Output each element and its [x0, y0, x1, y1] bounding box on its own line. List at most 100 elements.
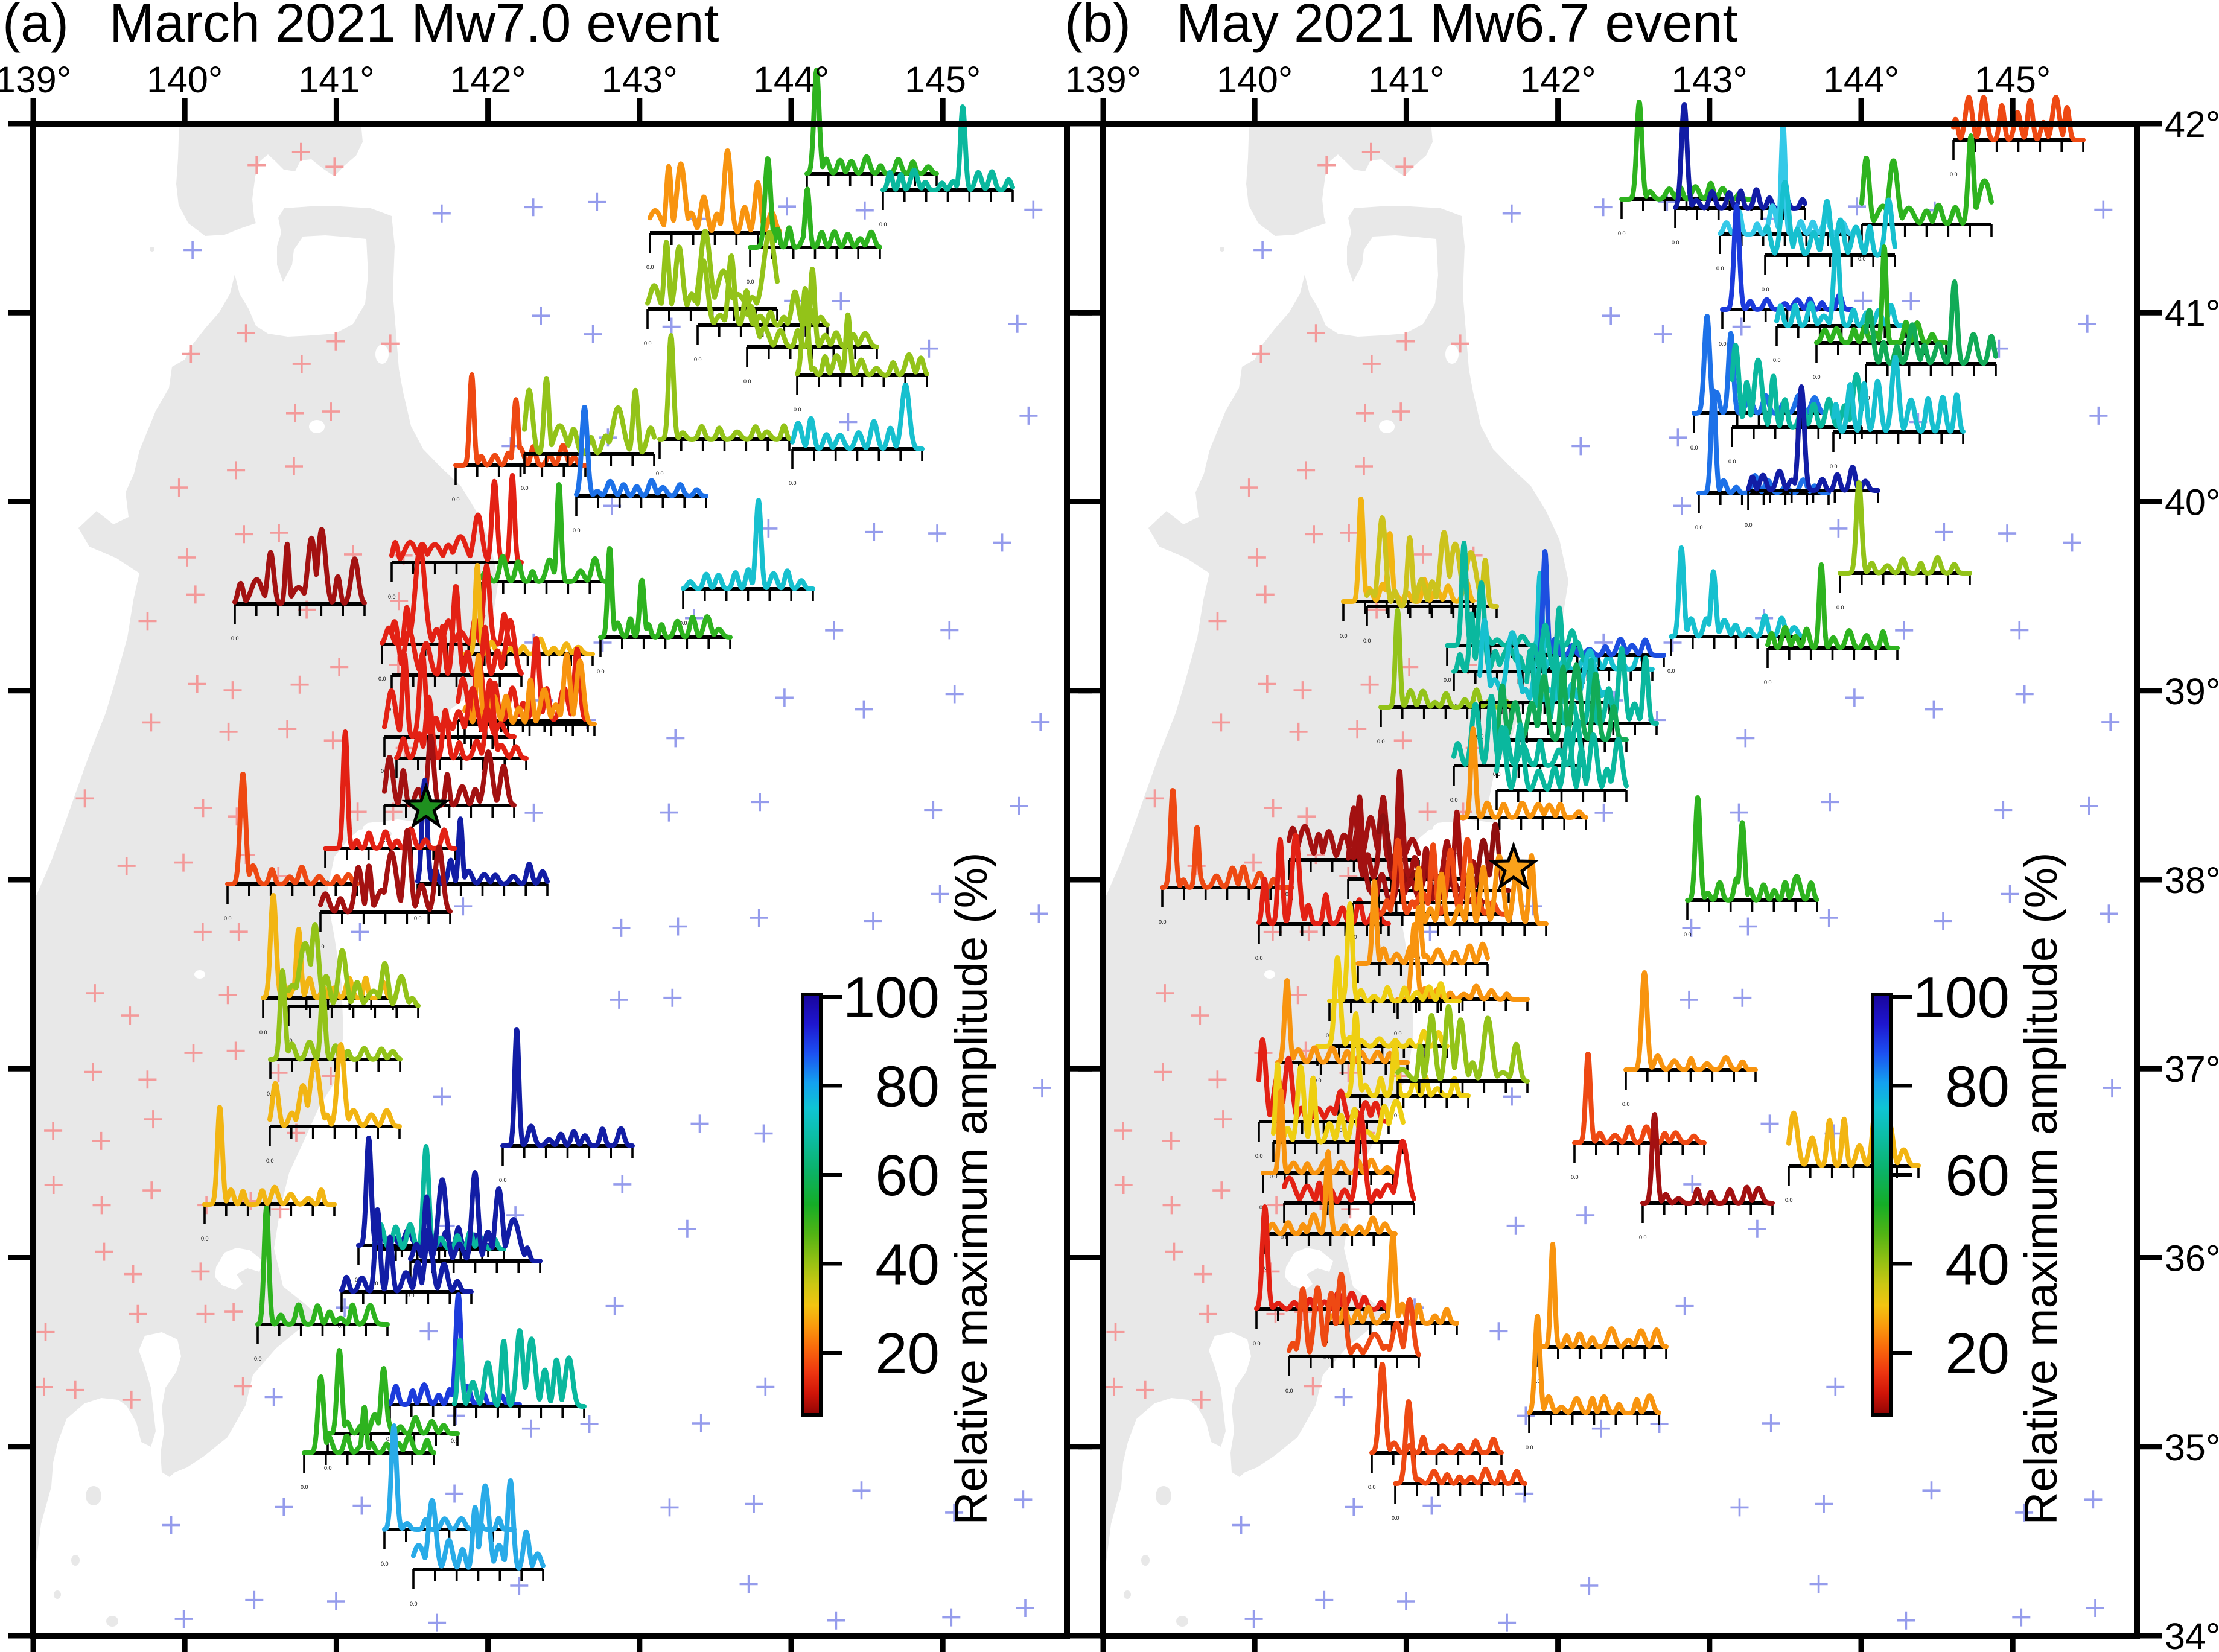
svg-text:143°: 143° [1672, 59, 1748, 100]
svg-text:143°: 143° [602, 59, 678, 100]
svg-text:0.0: 0.0 [301, 1484, 308, 1490]
svg-text:0.0: 0.0 [1773, 357, 1781, 363]
svg-text:0.0: 0.0 [1836, 605, 1844, 611]
svg-text:0.0: 0.0 [407, 1292, 415, 1298]
svg-text:40: 40 [1945, 1233, 2010, 1297]
svg-text:0.0: 0.0 [1368, 1484, 1376, 1490]
svg-text:37°: 37° [2165, 1049, 2219, 1090]
svg-text:0.0: 0.0 [1270, 1174, 1278, 1180]
svg-text:0.0: 0.0 [1444, 677, 1451, 683]
svg-text:0.0: 0.0 [499, 1177, 507, 1183]
svg-text:0.0: 0.0 [1377, 739, 1385, 745]
svg-text:0.0: 0.0 [410, 1601, 418, 1607]
svg-text:0.0: 0.0 [644, 340, 652, 346]
svg-text:0.0: 0.0 [656, 471, 664, 477]
svg-text:Relative maximum amplitude (%): Relative maximum amplitude (%) [946, 853, 997, 1525]
svg-text:144°: 144° [753, 59, 829, 100]
svg-text:0.0: 0.0 [451, 1438, 459, 1444]
svg-text:36°: 36° [2165, 1238, 2219, 1279]
svg-text:0.0: 0.0 [1858, 256, 1866, 262]
svg-text:0.0: 0.0 [1667, 668, 1675, 674]
svg-text:41°: 41° [2165, 293, 2219, 334]
svg-text:0.0: 0.0 [1690, 445, 1698, 451]
svg-text:40: 40 [875, 1233, 940, 1297]
svg-text:100: 100 [843, 965, 940, 1030]
svg-text:0.0: 0.0 [1785, 1197, 1793, 1203]
svg-text:80: 80 [1945, 1055, 2010, 1119]
svg-text:0.0: 0.0 [1262, 1265, 1270, 1271]
svg-text:0.0: 0.0 [317, 944, 325, 950]
svg-text:42°: 42° [2165, 104, 2219, 145]
svg-text:0.0: 0.0 [794, 407, 801, 413]
svg-text:60: 60 [1945, 1143, 2010, 1208]
svg-text:0.0: 0.0 [267, 1091, 275, 1097]
svg-text:0.0: 0.0 [452, 497, 460, 503]
svg-text:145°: 145° [1975, 59, 2051, 100]
svg-text:0.0: 0.0 [1950, 171, 1958, 177]
svg-text:0.0: 0.0 [1672, 240, 1679, 246]
svg-text:0.0: 0.0 [338, 1323, 346, 1329]
svg-text:0.0: 0.0 [231, 635, 239, 641]
svg-text:0.0: 0.0 [879, 221, 887, 227]
svg-text:145°: 145° [905, 59, 981, 100]
svg-text:0.0: 0.0 [1392, 1515, 1399, 1521]
svg-text:0.0: 0.0 [1695, 524, 1703, 530]
svg-text:0.0: 0.0 [597, 669, 605, 675]
svg-text:0.0: 0.0 [1526, 1444, 1533, 1450]
svg-text:0.0: 0.0 [259, 1029, 267, 1035]
svg-text:(b): (b) [1065, 0, 1131, 54]
svg-text:0.0: 0.0 [1285, 1388, 1293, 1394]
svg-text:0.0: 0.0 [1159, 919, 1167, 925]
svg-text:0.0: 0.0 [1622, 1101, 1630, 1107]
svg-text:0.0: 0.0 [1255, 955, 1263, 961]
svg-text:Relative maximum amplitude (%): Relative maximum amplitude (%) [2016, 853, 2067, 1525]
svg-text:0.0: 0.0 [1764, 679, 1772, 685]
svg-text:140°: 140° [1217, 59, 1293, 100]
svg-text:May 2021 Mw6.7 event: May 2021 Mw6.7 event [1176, 0, 1738, 54]
svg-text:0.0: 0.0 [224, 915, 232, 921]
svg-text:80: 80 [875, 1055, 940, 1119]
svg-text:0.0: 0.0 [1716, 265, 1724, 272]
svg-text:142°: 142° [1520, 59, 1596, 100]
svg-text:60: 60 [875, 1143, 940, 1208]
svg-text:0.0: 0.0 [573, 527, 581, 533]
svg-text:0.0: 0.0 [414, 915, 422, 921]
svg-text:140°: 140° [147, 59, 223, 100]
svg-text:0.0: 0.0 [1253, 1341, 1261, 1347]
svg-text:0.0: 0.0 [1813, 374, 1821, 380]
svg-text:0.0: 0.0 [1450, 797, 1458, 803]
svg-text:0.0: 0.0 [459, 685, 467, 691]
svg-text:0.0: 0.0 [388, 594, 396, 600]
svg-text:0.0: 0.0 [646, 264, 654, 270]
svg-text:0.0: 0.0 [694, 357, 702, 363]
svg-text:0.0: 0.0 [743, 378, 751, 384]
svg-text:0.0: 0.0 [388, 707, 396, 713]
svg-text:0.0: 0.0 [266, 1158, 274, 1164]
svg-text:0.0: 0.0 [747, 279, 754, 285]
svg-text:0.0: 0.0 [1762, 287, 1769, 293]
svg-text:0.0: 0.0 [201, 1236, 209, 1242]
svg-text:141°: 141° [1368, 59, 1444, 100]
svg-text:0.0: 0.0 [254, 1356, 262, 1362]
svg-text:0.0: 0.0 [1719, 341, 1727, 347]
svg-text:0.0: 0.0 [680, 620, 687, 626]
svg-text:0.0: 0.0 [324, 1465, 332, 1471]
svg-text:0.0: 0.0 [1281, 1234, 1288, 1241]
svg-text:141°: 141° [298, 59, 374, 100]
svg-text:0.0: 0.0 [1340, 633, 1348, 639]
svg-text:0.0: 0.0 [1533, 1378, 1541, 1384]
svg-text:0.0: 0.0 [1363, 638, 1371, 644]
svg-text:38°: 38° [2165, 860, 2219, 901]
svg-text:0.0: 0.0 [1745, 522, 1753, 528]
svg-text:0.0: 0.0 [789, 480, 797, 486]
svg-text:139°: 139° [1065, 59, 1141, 100]
svg-text:0.0: 0.0 [1394, 1113, 1402, 1119]
svg-text:40°: 40° [2165, 482, 2219, 523]
svg-text:0.0: 0.0 [386, 1436, 394, 1442]
svg-text:0.0: 0.0 [1394, 1031, 1402, 1037]
svg-text:144°: 144° [1823, 59, 1899, 100]
svg-text:39°: 39° [2165, 671, 2219, 712]
svg-text:20: 20 [875, 1321, 940, 1386]
svg-text:0.0: 0.0 [378, 676, 386, 682]
svg-text:100: 100 [1913, 965, 2010, 1030]
